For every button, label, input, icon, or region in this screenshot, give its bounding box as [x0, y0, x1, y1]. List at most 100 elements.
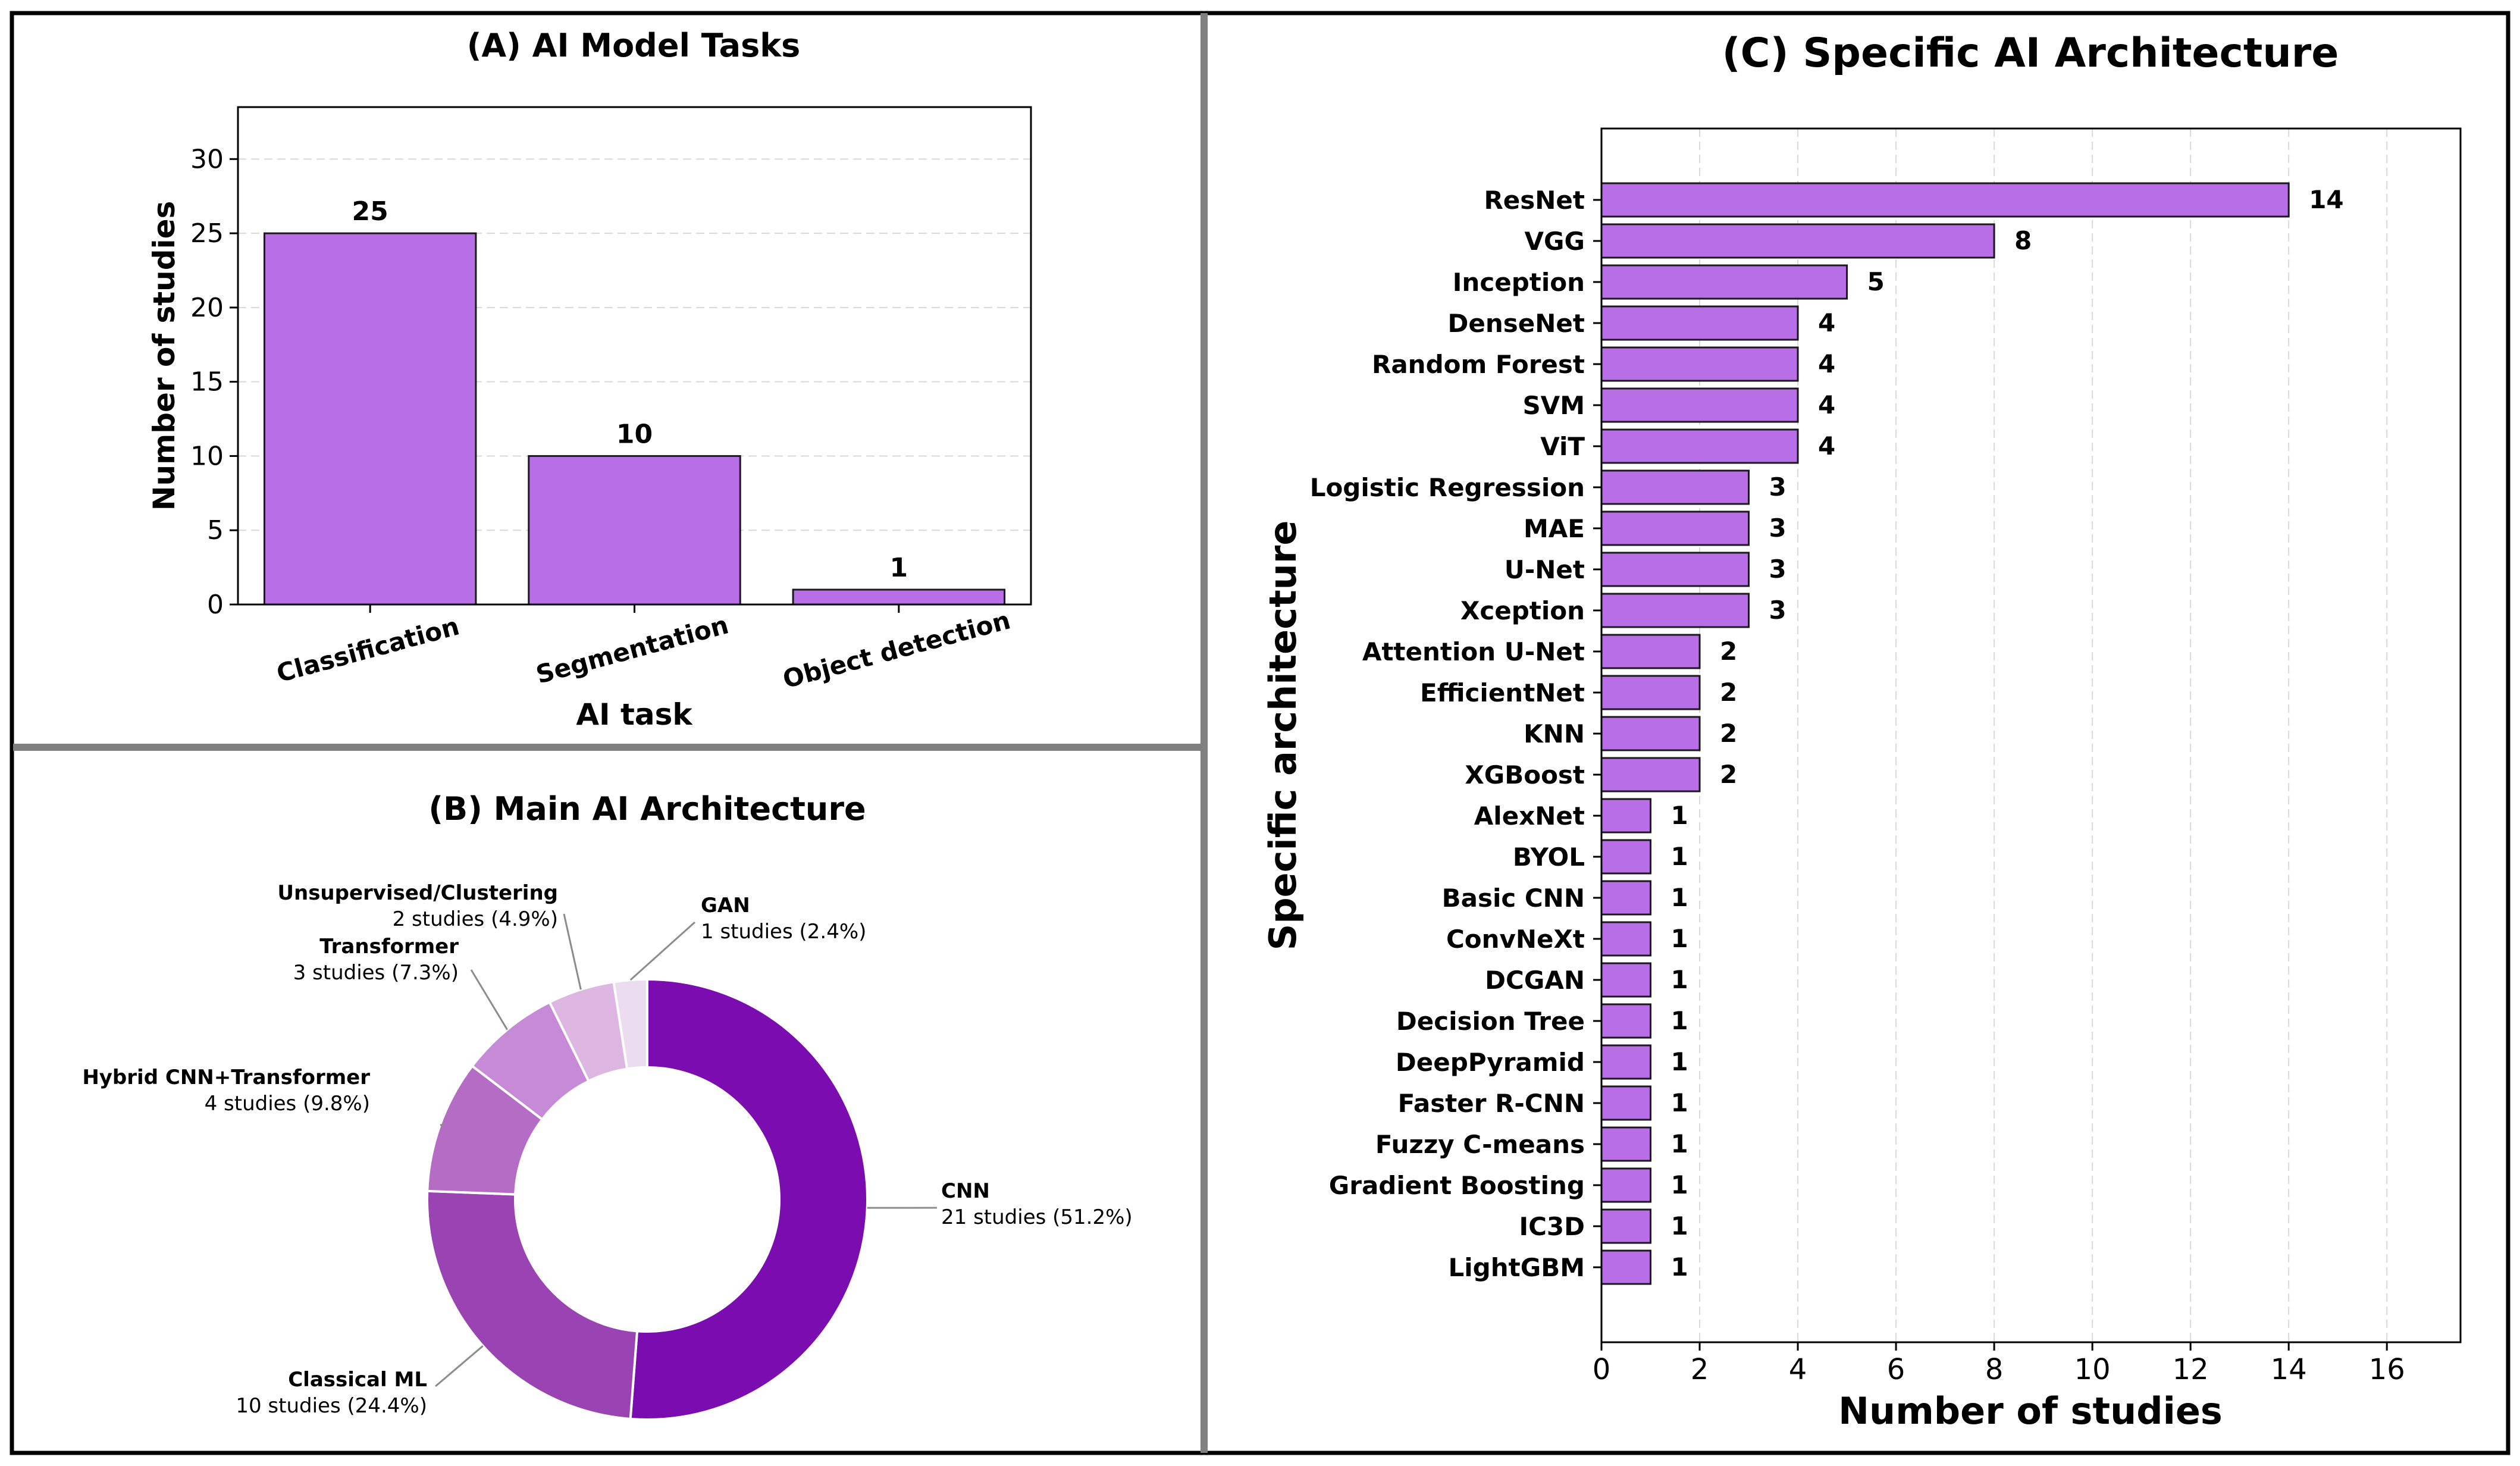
panel-c-y-tick-label: KNN	[1524, 719, 1585, 748]
panel-c-bar	[1600, 469, 1750, 505]
panel-c-y-tick-label: ConvNeXt	[1446, 925, 1585, 954]
panel-b-slice-detail: 4 studies (9.8%)	[205, 1092, 370, 1116]
panel-c-y-axis-label: Specific architecture	[1261, 521, 1305, 951]
panel-c-x-tick-label: 4	[1789, 1353, 1807, 1386]
panel-c-data-label: 1	[1671, 1006, 1688, 1035]
panel-c-x-tick-label: 8	[1985, 1353, 2004, 1386]
panel-c-bar	[1600, 880, 1652, 916]
panel-c-data-label: 4	[1818, 390, 1835, 419]
panel-b-leader-line	[470, 969, 508, 1030]
panel-c-y-tick-label: Decision Tree	[1396, 1007, 1585, 1036]
panel-b-title: (B) Main AI Architecture	[428, 790, 866, 828]
panel-c-data-label: 1	[1671, 1047, 1688, 1076]
panel-b-slice-name: Classical ML	[288, 1368, 427, 1392]
panel-c-data-label: 1	[1671, 1211, 1688, 1241]
panel-c-bar	[1600, 1208, 1652, 1244]
panel-c-data-label: 2	[1720, 719, 1737, 748]
panel-c-bar	[1600, 346, 1799, 382]
panel-a-y-tick-label: 5	[207, 515, 224, 546]
panel-c-data-label: 3	[1769, 555, 1786, 584]
panel-c-y-tick-label: Fuzzy C-means	[1375, 1130, 1585, 1159]
panel-c-bar	[1600, 264, 1848, 300]
panel-c-x-tick-label: 10	[2074, 1353, 2111, 1386]
panel-c-bar	[1600, 223, 1995, 259]
panel-c-y-tick-label: U-Net	[1505, 555, 1585, 584]
panel-c-bars	[1600, 182, 2290, 1285]
panel-b-leader-lines	[435, 913, 938, 1387]
panel-c-bar	[1600, 839, 1652, 875]
panel-a-y-tick-label: 10	[190, 441, 224, 471]
panel-c-bar	[1600, 716, 1701, 751]
panel-c-data-label: 2	[1720, 760, 1737, 789]
panel-c-x-tick-label: 16	[2369, 1353, 2405, 1386]
panel-c-y-tick-label: MAE	[1524, 514, 1585, 543]
panel-c-bar	[1600, 675, 1701, 710]
panel-c-y-tick-label: XGBoost	[1465, 760, 1585, 790]
panel-a-data-label: 10	[616, 419, 653, 449]
panel-c-bar	[1600, 921, 1652, 957]
panel-c-data-label: 2	[1720, 678, 1737, 707]
panel-c-bar	[1600, 1003, 1652, 1039]
panel-c-y-tick-label: IC3D	[1519, 1212, 1585, 1241]
panel-c-data-label: 1	[1671, 965, 1688, 994]
panel-c-data-label: 4	[1818, 349, 1835, 378]
panel-a-title: (A) AI Model Tasks	[467, 27, 801, 64]
panel-a-y-ticks: 0 5 10 15 20 25 30	[190, 144, 238, 620]
panel-c-x-tick-label: 14	[2271, 1353, 2307, 1386]
panel-c-data-label: 1	[1671, 1088, 1688, 1117]
panel-c-data-label: 14	[2309, 185, 2343, 214]
panel-c-y-tick-label: Logistic Regression	[1310, 473, 1585, 502]
panel-c-x-tick-label: 0	[1593, 1353, 1611, 1386]
panel-c-data-label: 4	[1818, 308, 1835, 337]
panel-c-data-label: 1	[1671, 842, 1688, 871]
panel-c-y-tick-label: Basic CNN	[1442, 884, 1585, 913]
panel-c-x-ticks: 0 2 4 6 8 10 12 14 16	[1593, 1342, 2405, 1386]
panel-c-bar	[1600, 1126, 1652, 1162]
panel-a-bar	[528, 455, 741, 606]
panel-c-bar	[1600, 1085, 1652, 1121]
panel-c-bar	[1600, 798, 1652, 834]
panel-b-slice-name: Transformer	[319, 935, 459, 958]
panel-c-y-tick-label: Faster R-CNN	[1398, 1089, 1585, 1118]
panel-c-bar	[1600, 1044, 1652, 1080]
panel-c-y-tick-label: SVM	[1522, 391, 1585, 420]
panel-a-bar	[792, 588, 1006, 606]
panel-c-y-tick-label: Gradient Boosting	[1329, 1171, 1585, 1200]
panel-c-bar	[1600, 757, 1701, 792]
panel-b-slice-detail: 1 studies (2.4%)	[701, 920, 866, 944]
panel-a-y-axis-label: Number of studies	[147, 201, 181, 511]
panel-b-slice-detail: 21 studies (51.2%)	[941, 1205, 1133, 1229]
panel-b-slice-name: Hybrid CNN+Transformer	[82, 1066, 370, 1089]
panel-c-y-tick-label: ResNet	[1484, 186, 1585, 215]
panel-c-y-tick-label: Random Forest	[1372, 350, 1585, 379]
panel-c-y-tick-label: ViT	[1540, 432, 1585, 461]
panel-b-slice-name: Unsupervised/Clustering	[277, 881, 558, 905]
panel-c-bar	[1600, 1249, 1652, 1285]
outer-border	[10, 11, 2510, 1455]
panel-a-data-label: 25	[352, 196, 388, 227]
panel-c-x-tick-label: 12	[2173, 1353, 2209, 1386]
panel-b-slice-detail: 2 studies (4.9%)	[393, 907, 558, 931]
panel-c-data-label: 3	[1769, 513, 1786, 543]
panel-a-x-axis-label: AI task	[576, 697, 693, 732]
panel-c-y-tick-label: EfficientNet	[1420, 678, 1585, 707]
panel-c-data-label: 1	[1671, 924, 1688, 953]
panel-a-bars	[263, 232, 1006, 606]
panel-c-data-label: 1	[1671, 1170, 1688, 1199]
panel-c-axes-frame	[1600, 127, 2462, 1343]
panel-c-data-label: 3	[1769, 472, 1786, 502]
panel-b-slice-name: CNN	[941, 1179, 990, 1203]
panel-c-y-tick-label: LightGBM	[1449, 1253, 1585, 1282]
panel-a-bar	[263, 232, 477, 606]
panel-c-bar	[1600, 593, 1750, 628]
panel-c-y-tick-label: BYOL	[1513, 842, 1585, 872]
panel-c-bar	[1600, 387, 1799, 423]
panel-b-leader-line	[629, 921, 696, 981]
panel-b-slice	[629, 978, 869, 1421]
panel-c-data-label: 1	[1671, 1252, 1688, 1282]
panel-c-bar	[1600, 510, 1750, 546]
panel-b-slice-detail: 3 studies (7.3%)	[293, 961, 459, 985]
